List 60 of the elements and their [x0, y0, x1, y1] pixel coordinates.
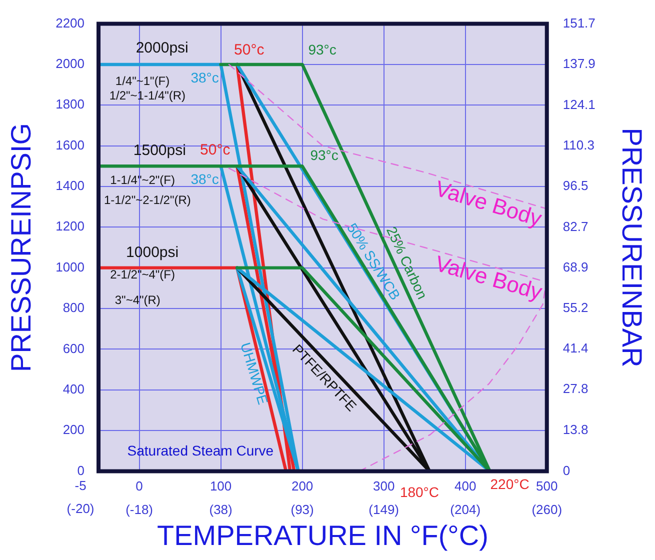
annotation: 93°c [310, 147, 338, 164]
y2-tick-label: 82.7 [562, 218, 588, 234]
y2-tick-label: 110.3 [562, 137, 594, 152]
y2-tick-label: 96.5 [562, 178, 588, 194]
y2-tick-label: 68.9 [562, 260, 588, 275]
y-tick-label: 1400 [56, 178, 85, 194]
annotation: 2000psi [136, 39, 188, 56]
y2-tick-label: 13.8 [562, 422, 588, 438]
y-axis-title: PRESSUREINPSIG [6, 123, 37, 372]
y2-tick-label: 41.4 [562, 340, 588, 356]
annotation: 3"~4"(R) [114, 292, 160, 307]
annotation: 1500psi [133, 142, 186, 160]
y2-axis-title: PRESSUREINBAR [616, 128, 648, 368]
x2-tick-label: (93) [290, 502, 314, 518]
y-tick-label: 0 [77, 462, 85, 478]
x-tick-label: 100 [210, 478, 232, 494]
annotation: 180°C [400, 484, 440, 500]
x2-tick-label: (38) [209, 502, 232, 518]
annotation: 93°c [308, 41, 336, 58]
x-tick-label: 200 [291, 478, 314, 494]
y-tick-label: 600 [62, 340, 85, 356]
y-tick-label: 400 [62, 381, 85, 396]
annotation: 1-1/2"~2-1/2"(R) [104, 192, 191, 207]
annotation: 38°c [190, 171, 219, 188]
y-tick-label: 200 [62, 422, 85, 438]
y2-tick-label: 137.9 [562, 56, 596, 72]
annotation: Saturated Steam Curve [127, 442, 274, 458]
y2-tick-label: 55.2 [562, 300, 588, 315]
y2-tick-label: 27.8 [562, 380, 588, 396]
y-tick-label: 2000 [56, 56, 85, 72]
text: Valve Body [432, 176, 545, 232]
x2-tick-label: (-18) [126, 502, 154, 518]
text: -5 [74, 478, 86, 493]
y-tick-label: 2200 [56, 15, 85, 30]
y2-tick-label: 151.7 [562, 15, 596, 30]
y-tick-label: 1600 [56, 137, 85, 152]
y-tick-label: 1800 [56, 96, 85, 112]
y2-tick-label: 124.1 [562, 96, 596, 112]
annotation: 220°C [490, 476, 530, 492]
x2-tick-label: (204) [450, 502, 481, 518]
y2-tick-label: 0 [562, 462, 570, 478]
y-tick-label: 1000 [56, 259, 85, 274]
annotation: 1000psi [126, 244, 179, 262]
annotation: 1-1/4"~2"(F) [110, 173, 175, 188]
x-tick-label: 400 [454, 478, 476, 494]
x-tick-label: 300 [372, 478, 395, 494]
annotation: 38°c [190, 69, 219, 86]
x2-tick-label: (260) [532, 502, 562, 518]
text: (-20) [66, 500, 94, 516]
annotation: 1/2"~1-1/4"(R) [109, 88, 186, 103]
x-tick-label: 0 [136, 478, 143, 494]
text: Valve Body [432, 250, 545, 305]
x-axis-title: TEMPERATURE IN °F(°C) [156, 520, 488, 551]
y-tick-label: 1200 [56, 218, 85, 234]
annotation: 2-1/2"~4"(F) [110, 267, 175, 282]
annotation: 50°c [234, 42, 265, 59]
annotation: 1/4"~1"(F) [115, 74, 170, 88]
x2-tick-label: (149) [368, 502, 400, 518]
y-tick-label: 800 [62, 300, 85, 316]
x-tick-label: 500 [536, 478, 558, 494]
